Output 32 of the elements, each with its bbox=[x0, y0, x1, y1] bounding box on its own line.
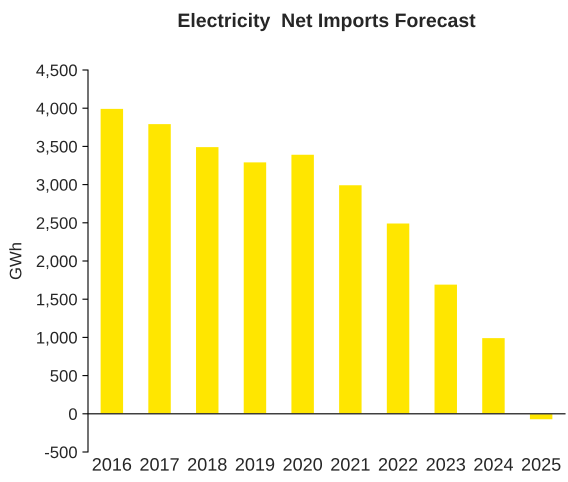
x-tick-label: 2022 bbox=[378, 458, 418, 471]
y-tick-label: 1,500 bbox=[37, 294, 77, 308]
y-tick-label: 0 bbox=[68, 408, 77, 420]
x-tick-label: 2025 bbox=[522, 458, 560, 471]
bar bbox=[338, 184, 363, 414]
y-tick-label: 4,000 bbox=[36, 102, 77, 116]
bar bbox=[385, 222, 411, 414]
x-tick-label: 2021 bbox=[331, 458, 370, 471]
x-tick-label: 2018 bbox=[188, 458, 227, 471]
x-tick-label: 2019 bbox=[236, 458, 274, 471]
bar bbox=[194, 146, 220, 414]
bar bbox=[480, 336, 506, 414]
y-tick-label: -500 bbox=[44, 446, 77, 458]
y-tick-label: 2,000 bbox=[36, 255, 77, 270]
x-tick-label: 2024 bbox=[474, 458, 514, 471]
bar bbox=[99, 108, 124, 414]
bar bbox=[242, 160, 268, 414]
y-tick-label: 3,000 bbox=[36, 179, 77, 193]
bar bbox=[290, 153, 316, 414]
chart-title: Electricity Net Imports Forecast bbox=[178, 12, 476, 32]
x-tick-label: 2017 bbox=[140, 458, 179, 471]
y-tick-label: 500 bbox=[50, 370, 77, 382]
x-tick-label: 2016 bbox=[92, 458, 132, 471]
bar bbox=[433, 283, 458, 414]
x-tick-label: 2023 bbox=[426, 458, 466, 471]
y-tick-label: 3,500 bbox=[36, 140, 77, 155]
y-tick-label: 2,500 bbox=[36, 217, 77, 231]
x-tick-label: 2020 bbox=[283, 458, 322, 471]
y-tick-label: 1,000 bbox=[37, 332, 77, 346]
bar bbox=[146, 122, 172, 414]
y-axis-title: GWh bbox=[9, 243, 22, 280]
y-tick-label: 4,500 bbox=[36, 64, 77, 78]
